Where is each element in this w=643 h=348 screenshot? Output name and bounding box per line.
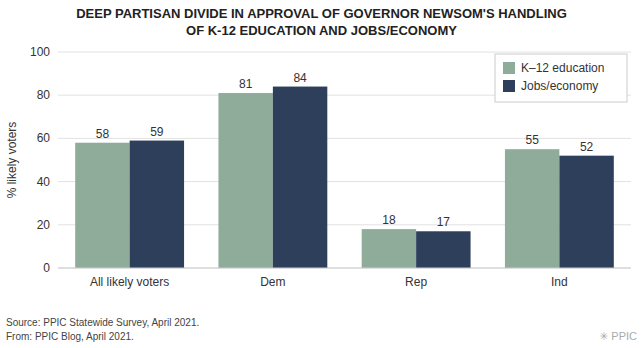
bar — [218, 93, 272, 268]
y-tick-label: 60 — [37, 131, 51, 145]
data-label: 84 — [293, 71, 307, 85]
legend-label: Jobs/economy — [521, 79, 598, 93]
data-label: 81 — [239, 77, 253, 91]
background — [0, 0, 643, 348]
x-tick-label: Dem — [260, 275, 285, 289]
source-note: Source: PPIC Statewide Survey, April 202… — [6, 317, 199, 342]
bar — [559, 156, 613, 268]
y-tick-label: 20 — [37, 218, 51, 232]
data-label: 52 — [580, 140, 594, 154]
chart: DEEP PARTISAN DIVIDE IN APPROVAL OF GOVE… — [0, 0, 643, 348]
grid-line — [58, 268, 631, 269]
data-label: 55 — [525, 133, 539, 147]
data-label: 58 — [96, 127, 110, 141]
y-tick-label: 0 — [43, 261, 50, 275]
data-label: 17 — [437, 215, 451, 229]
bar — [130, 141, 184, 268]
y-tick-label: 80 — [37, 88, 51, 102]
x-axis-line — [58, 268, 631, 269]
x-tick-label: All likely voters — [90, 275, 169, 289]
y-tick-label: 40 — [37, 175, 51, 189]
data-label: 18 — [382, 213, 396, 227]
bar — [273, 87, 327, 268]
bars — [75, 87, 614, 268]
y-axis-label: % likely voters — [5, 122, 19, 199]
legend-swatch — [503, 62, 515, 74]
legend-swatch — [503, 80, 515, 92]
data-label: 59 — [150, 125, 164, 139]
legend: K–12 education Jobs/economy — [495, 54, 627, 102]
bar — [505, 149, 559, 268]
legend-box — [495, 54, 627, 102]
bar — [416, 231, 470, 268]
grid-line — [58, 52, 631, 53]
title: DEEP PARTISAN DIVIDE IN APPROVAL OF GOVE… — [76, 6, 567, 38]
bar — [362, 229, 416, 268]
y-tick-label: 100 — [30, 45, 50, 59]
grid — [58, 52, 631, 268]
bar — [75, 143, 129, 268]
x-tick-label: Ind — [551, 275, 568, 289]
legend-label: K–12 education — [521, 61, 604, 75]
x-tick-label: Rep — [405, 275, 427, 289]
logo: ✳ PPIC — [599, 330, 637, 342]
grid-line — [58, 138, 631, 139]
